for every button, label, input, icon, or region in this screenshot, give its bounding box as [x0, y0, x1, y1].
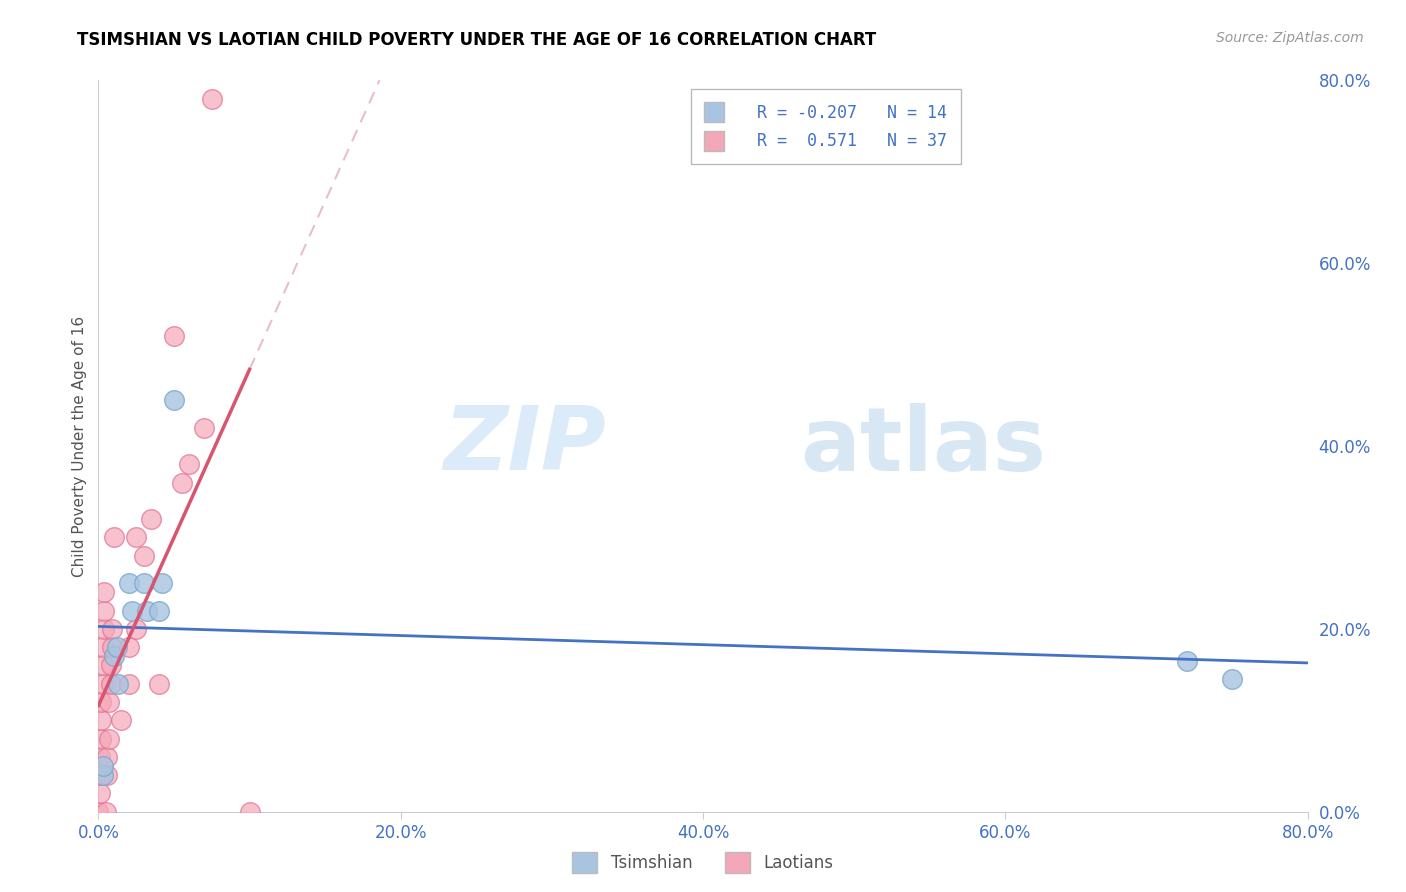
Point — [93, 622, 115, 636]
Point — [125, 530, 148, 544]
Point — [91, 640, 114, 655]
Point — [148, 603, 170, 617]
Point — [170, 475, 193, 490]
Point — [90, 695, 112, 709]
Point — [125, 622, 148, 636]
Point — [121, 603, 143, 617]
Legend:   R = -0.207   N = 14,   R =  0.571   N = 37: R = -0.207 N = 14, R = 0.571 N = 37 — [690, 88, 960, 164]
Point — [91, 768, 114, 782]
Point — [96, 768, 118, 782]
Point — [91, 676, 114, 690]
Point — [94, 805, 117, 819]
Point — [105, 640, 128, 655]
Point — [93, 585, 115, 599]
Point — [100, 658, 122, 673]
Point — [118, 576, 141, 591]
Text: TSIMSHIAN VS LAOTIAN CHILD POVERTY UNDER THE AGE OF 16 CORRELATION CHART: TSIMSHIAN VS LAOTIAN CHILD POVERTY UNDER… — [77, 31, 876, 49]
Point — [101, 622, 124, 636]
Point — [163, 329, 186, 343]
Point — [89, 749, 111, 764]
Point — [87, 805, 110, 819]
Point — [98, 695, 121, 709]
Point — [132, 576, 155, 591]
Point — [150, 576, 173, 591]
Point — [91, 759, 114, 773]
Point — [98, 731, 121, 746]
Text: ZIP: ZIP — [443, 402, 606, 490]
Text: atlas: atlas — [800, 402, 1046, 490]
Point — [107, 676, 129, 690]
Point — [1220, 672, 1243, 686]
Point — [201, 91, 224, 105]
Point — [89, 768, 111, 782]
Point — [93, 603, 115, 617]
Point — [1175, 654, 1198, 668]
Point — [100, 676, 122, 690]
Point — [89, 787, 111, 801]
Text: Source: ZipAtlas.com: Source: ZipAtlas.com — [1216, 31, 1364, 45]
Point — [148, 676, 170, 690]
Point — [101, 640, 124, 655]
Point — [132, 549, 155, 563]
Legend: Tsimshian, Laotians: Tsimshian, Laotians — [565, 846, 841, 880]
Point — [118, 640, 141, 655]
Point — [90, 714, 112, 728]
Point — [103, 530, 125, 544]
Point — [118, 676, 141, 690]
Y-axis label: Child Poverty Under the Age of 16: Child Poverty Under the Age of 16 — [72, 316, 87, 576]
Point — [193, 421, 215, 435]
Point — [110, 714, 132, 728]
Point — [90, 731, 112, 746]
Point — [96, 749, 118, 764]
Point — [103, 649, 125, 664]
Point — [163, 393, 186, 408]
Point — [179, 457, 201, 471]
Point — [239, 805, 262, 819]
Point — [91, 658, 114, 673]
Point — [135, 603, 157, 617]
Point — [141, 512, 163, 526]
